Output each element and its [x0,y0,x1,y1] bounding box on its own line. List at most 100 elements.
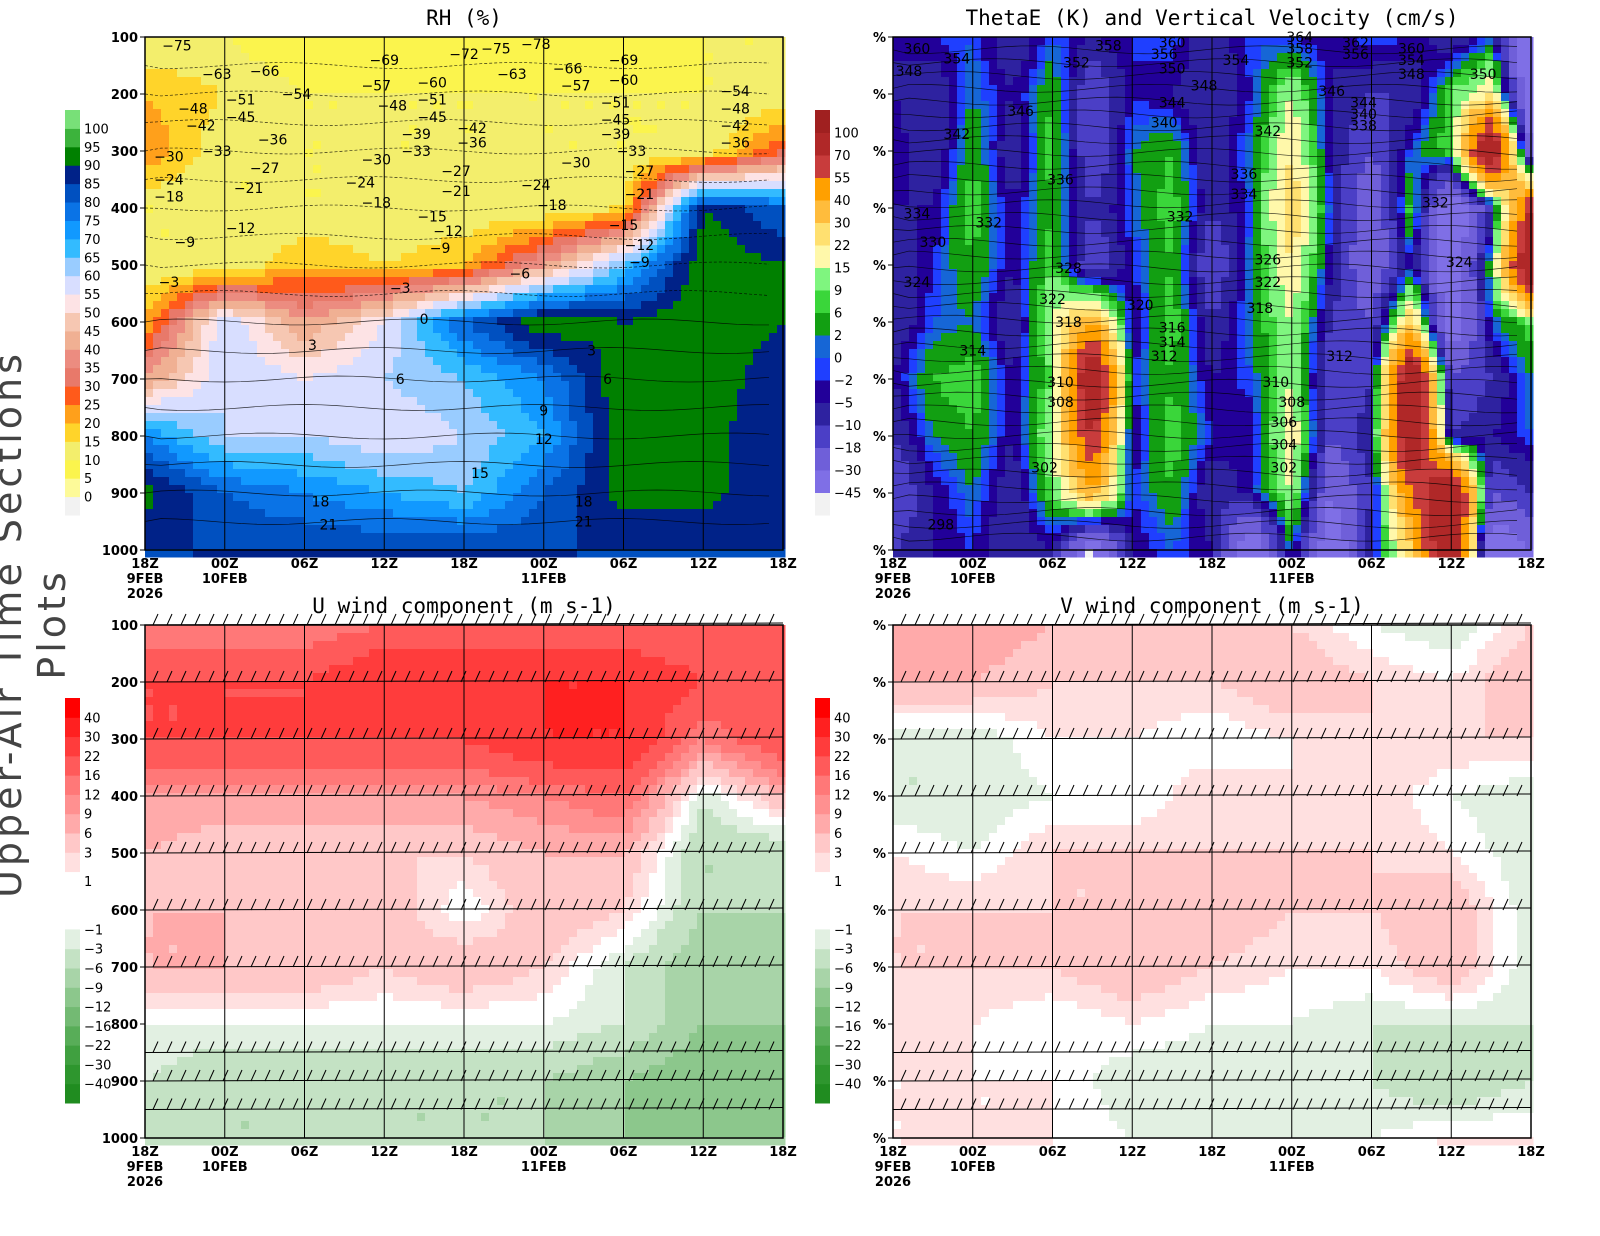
field-cell [185,357,194,366]
field-cell [689,157,698,166]
field-cell [513,101,522,110]
field-cell [265,109,274,118]
field-cell [153,485,162,494]
field-cell [553,125,562,134]
field-cell [329,525,338,534]
field-cell [233,117,242,126]
field-cell [593,77,602,86]
field-cell [729,245,738,254]
field-cell [537,325,546,334]
field-cell [241,517,250,526]
field-cell [641,357,650,366]
field-cell [601,493,610,502]
field-cell [689,253,698,262]
field-cell [177,125,186,134]
field-cell [281,317,290,326]
field-cell [217,349,226,358]
field-cell [625,317,634,326]
field-cell [265,157,274,166]
field-cell [585,125,594,134]
field-cell [345,45,354,54]
field-cell [481,93,490,102]
field-cell [225,37,234,46]
field-cell [297,197,306,206]
field-cell [521,325,530,334]
field-cell [209,37,218,46]
field-cell [441,189,450,198]
field-cell [161,301,170,310]
field-cell [609,309,618,318]
field-cell [561,341,570,350]
field-cell [361,309,370,318]
field-cell [257,109,266,118]
field-cell [593,429,602,438]
field-cell [553,349,562,358]
field-cell [737,309,746,318]
field-cell [769,165,778,174]
field-cell [369,125,378,134]
field-cell [345,341,354,350]
field-cell [657,109,666,118]
field-cell [169,493,178,502]
field-cell [553,53,562,62]
field-cell [337,445,346,454]
field-cell [369,437,378,446]
field-cell [601,509,610,518]
field-cell [673,181,682,190]
field-cell [233,533,242,542]
field-cell [521,173,530,182]
field-cell [641,525,650,534]
field-cell [521,413,530,422]
field-cell [617,61,626,70]
field-cell [177,117,186,126]
field-cell [313,69,322,78]
field-cell [721,421,730,430]
field-cell [761,61,770,70]
field-cell [601,389,610,398]
field-cell [265,237,274,246]
field-cell [697,117,706,126]
field-cell [705,157,714,166]
field-cell [521,317,530,326]
field-cell [449,333,458,342]
field-cell [513,85,522,94]
field-cell [145,501,154,510]
field-cell [465,69,474,78]
field-cell [265,229,274,238]
field-cell [585,525,594,534]
field-cell [353,101,362,110]
field-cell [473,437,482,446]
field-cell [777,133,786,142]
field-cell [705,477,714,486]
field-cell [265,365,274,374]
field-cell [297,221,306,230]
field-cell [185,133,194,142]
field-cell [713,341,722,350]
field-cell [577,301,586,310]
field-cell [201,277,210,286]
field-cell [321,477,330,486]
field-cell [617,501,626,510]
field-cell [569,477,578,486]
field-cell [329,461,338,470]
field-cell [529,469,538,478]
field-cell [425,269,434,278]
field-cell [473,61,482,70]
field-cell [777,357,786,366]
field-cell [633,269,642,278]
field-cell [689,405,698,414]
field-cell [753,197,762,206]
field-cell [257,421,266,430]
field-cell [201,461,210,470]
field-cell [409,381,418,390]
field-cell [201,69,210,78]
field-cell [745,141,754,150]
field-cell [705,485,714,494]
field-cell [705,333,714,342]
field-cell [633,429,642,438]
field-cell [433,525,442,534]
field-cell [145,261,154,270]
field-cell [321,469,330,478]
field-cell [777,197,786,206]
field-cell [673,37,682,46]
